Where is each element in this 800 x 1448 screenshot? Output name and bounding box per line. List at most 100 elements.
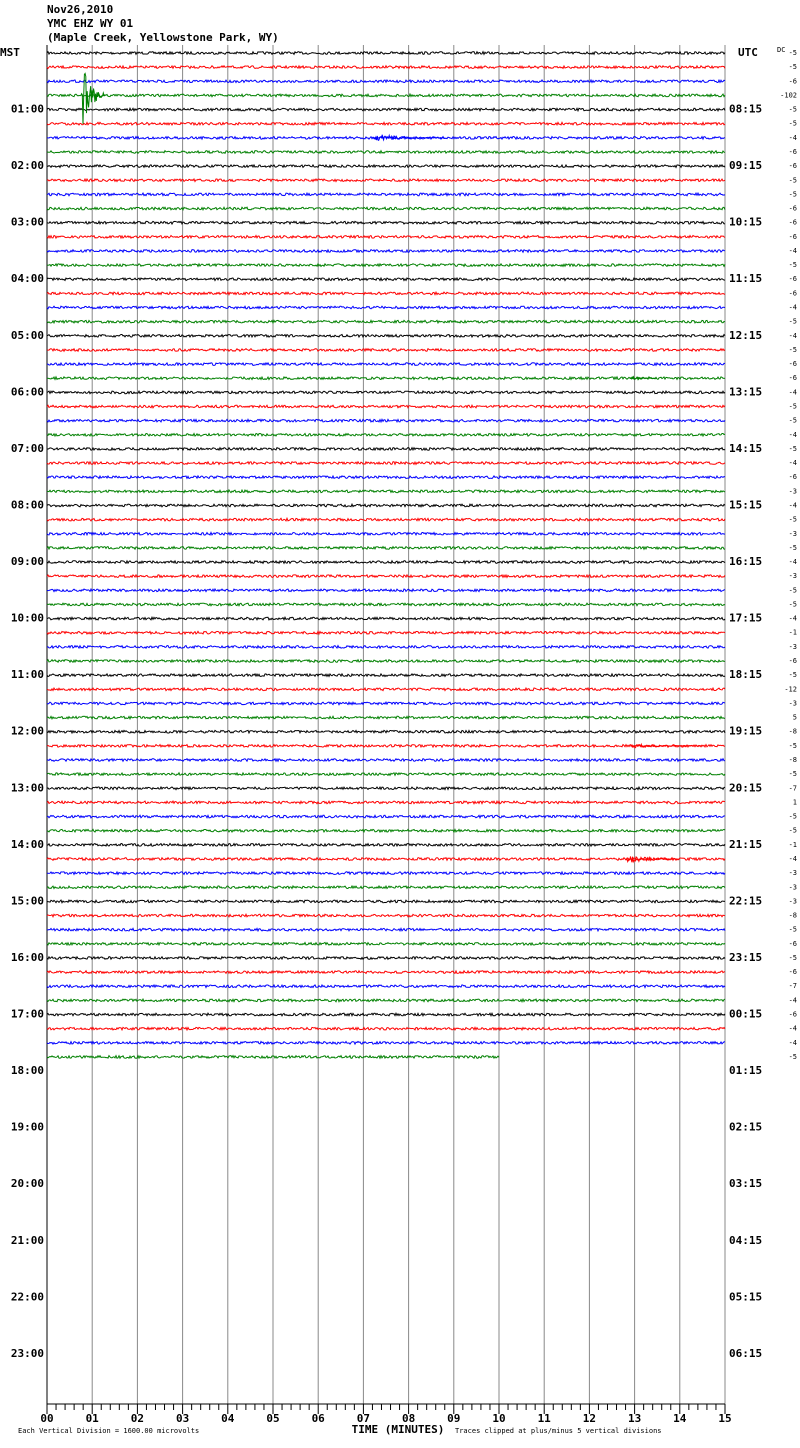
hour-label: 21:15 [729,838,762,851]
trace [46,163,726,169]
trace [46,983,726,989]
trace [46,573,726,579]
dc-offset: -5 [789,176,797,184]
dc-offset: -3 [789,869,797,877]
dc-offset: -5 [789,261,797,269]
trace [46,856,726,862]
x-tick-label: 13 [628,1412,641,1425]
trace [46,757,726,763]
hour-label: 19:00 [11,1121,44,1134]
x-tick-label: 12 [583,1412,596,1425]
trace [46,927,726,933]
dc-offset: -5 [789,770,797,778]
dc-offset: -5 [789,403,797,411]
right-zone: UTC [738,46,758,59]
hour-label: 11:15 [729,272,762,285]
dc-offset: -5 [789,586,797,594]
hour-label: 01:00 [11,103,44,116]
trace [46,658,726,664]
trace [46,1054,500,1060]
hour-label: 21:00 [11,1234,44,1247]
dc-offset: -6 [789,940,797,948]
hour-label: 17:15 [729,612,762,625]
trace [46,870,726,876]
dc-offset: -6 [789,233,797,241]
hour-label: 18:00 [11,1064,44,1077]
x-tick-label: 07 [357,1412,370,1425]
dc-offset: -3 [789,643,797,651]
dc-offset: -12 [784,685,797,693]
trace [46,403,726,409]
dc-offset: -4 [789,304,797,312]
dc-offset: -3 [789,487,797,495]
trace [46,743,726,749]
dc-offset: -5 [789,600,797,608]
trace [46,814,726,820]
dc-offset: -5 [789,544,797,552]
hour-label: 22:00 [11,1290,44,1303]
x-tick-label: 10 [492,1412,505,1425]
dc-offset: -4 [789,615,797,623]
dc-offset: -5 [789,346,797,354]
x-tick-label: 06 [312,1412,326,1425]
dc-offset: -5 [789,827,797,835]
trace [46,771,726,777]
trace [46,672,726,678]
clip-note: Traces clipped at plus/minus 5 vertical … [455,1427,662,1435]
dc-offset: -3 [789,699,797,707]
dc-offset: -4 [789,996,797,1004]
hour-label: 04:00 [11,272,44,285]
dc-offset: -1 [789,841,797,849]
dc-offset: -7 [789,784,797,792]
hour-label: 23:15 [729,951,762,964]
title-line: (Maple Creek, Yellowstone Park, WY) [47,31,279,44]
trace [46,305,726,310]
event [629,375,657,381]
dc-offset: -3 [789,883,797,891]
dc-offset: -6 [789,148,797,156]
hour-label: 10:15 [729,216,762,229]
trace [46,177,726,183]
dc-offset: -6 [789,473,797,481]
trace [46,1026,726,1032]
hour-label: 03:00 [11,216,44,229]
hour-label: 02:15 [729,1121,762,1134]
hour-label: 07:00 [11,442,44,455]
hour-label: 02:00 [11,159,44,172]
trace [46,206,726,211]
hour-label: 16:15 [729,555,762,568]
dc-offset: -5 [789,120,797,128]
trace [46,828,726,834]
trace [46,276,726,282]
dc-offset: -5 [789,106,797,114]
left-zone: MST [0,46,20,59]
dc-offset: -1 [789,629,797,637]
hour-label: 17:00 [11,1008,44,1021]
dc-offset: -4 [789,459,797,467]
trace [46,319,726,325]
hour-label: 12:15 [729,329,762,342]
hour-label: 08:15 [729,103,762,116]
dc-offset: -8 [789,728,797,736]
trace [46,347,726,353]
trace [46,785,726,791]
x-axis-label: TIME (MINUTES) [352,1423,445,1436]
trace [46,644,726,650]
dc-offset: -6 [789,374,797,382]
event [80,72,106,124]
dc-offset: -6 [789,219,797,227]
hour-label: 03:15 [729,1177,762,1190]
trace [46,474,726,480]
trace [46,842,726,848]
hour-label: 14:00 [11,838,44,851]
hour-label: 05:15 [729,1290,762,1303]
trace [46,800,726,805]
trace [46,516,726,522]
trace [46,333,726,339]
hour-label: 13:15 [729,385,762,398]
dc-offset: -4 [789,501,797,509]
trace [46,361,726,367]
trace [46,531,726,537]
hour-label: 09:00 [11,555,44,568]
dc-offset: -6 [789,360,797,368]
